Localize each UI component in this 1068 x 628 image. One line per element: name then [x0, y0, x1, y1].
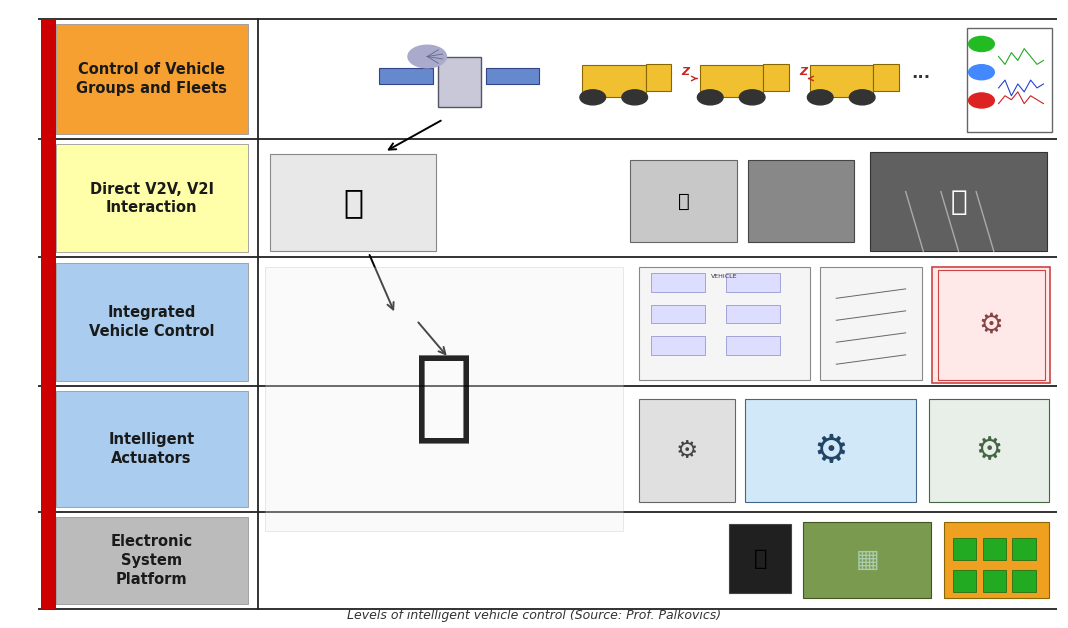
Bar [726, 336, 780, 355]
Circle shape [697, 90, 723, 105]
Bar [651, 273, 705, 292]
Bar [810, 65, 874, 97]
Text: 🔩: 🔩 [754, 549, 767, 569]
Text: 🚙: 🚙 [413, 350, 474, 447]
Bar [270, 154, 436, 251]
Bar [56, 24, 248, 134]
Bar [820, 267, 922, 380]
Text: 📡: 📡 [677, 192, 690, 210]
Bar [265, 267, 623, 531]
Text: VEHICLE: VEHICLE [711, 274, 737, 279]
Bar [379, 68, 433, 84]
Text: Integrated
Vehicle Control: Integrated Vehicle Control [89, 305, 215, 338]
Bar [486, 68, 539, 84]
Text: ⚙: ⚙ [676, 438, 697, 463]
Bar [929, 399, 1049, 502]
Text: ⚙: ⚙ [978, 311, 1004, 339]
Circle shape [969, 65, 994, 80]
Text: Levels of intelligent vehicle control (Source: Prof. Palkovics): Levels of intelligent vehicle control (S… [347, 609, 721, 622]
Bar [983, 538, 1006, 560]
Text: Control of Vehicle
Groups and Fleets: Control of Vehicle Groups and Fleets [76, 62, 227, 96]
Circle shape [739, 90, 765, 105]
Bar [56, 263, 248, 381]
Bar [56, 517, 248, 604]
Text: ⚙: ⚙ [975, 436, 1003, 465]
Text: ...: ... [911, 65, 930, 82]
Circle shape [622, 90, 647, 105]
Circle shape [969, 93, 994, 108]
Bar [967, 28, 1052, 132]
Bar [726, 273, 780, 292]
Text: Direct V2V, V2I
Interaction: Direct V2V, V2I Interaction [90, 181, 214, 215]
Bar [56, 391, 248, 507]
Text: ▦: ▦ [855, 548, 879, 572]
Bar [938, 270, 1045, 380]
Bar [438, 57, 481, 107]
Circle shape [580, 90, 606, 105]
Bar [953, 538, 976, 560]
Text: Z: Z [681, 67, 690, 77]
Bar [729, 524, 791, 593]
Bar [630, 160, 737, 242]
Bar [582, 65, 646, 97]
Bar [983, 570, 1006, 592]
Text: Z: Z [799, 67, 807, 77]
Bar [932, 267, 1050, 383]
Bar [700, 65, 764, 97]
Bar [651, 305, 705, 323]
Bar [763, 64, 788, 91]
Bar [639, 399, 735, 502]
Bar [944, 522, 1049, 598]
Bar [1012, 570, 1036, 592]
Bar [41, 19, 56, 609]
Circle shape [408, 45, 446, 68]
Bar [803, 522, 931, 598]
Bar [953, 570, 976, 592]
Bar [56, 144, 248, 252]
Bar [748, 160, 854, 242]
Circle shape [969, 36, 994, 51]
Text: 🛣: 🛣 [951, 188, 967, 215]
Circle shape [849, 90, 875, 105]
Bar [870, 152, 1047, 251]
Bar [874, 64, 898, 91]
Circle shape [807, 90, 833, 105]
Bar [639, 267, 810, 380]
Bar [726, 305, 780, 323]
Text: Electronic
System
Platform: Electronic System Platform [111, 534, 192, 587]
Text: Intelligent
Actuators: Intelligent Actuators [109, 432, 194, 466]
Text: ⚙: ⚙ [814, 431, 848, 470]
Bar [645, 64, 671, 91]
Bar [1012, 538, 1036, 560]
Bar [745, 399, 916, 502]
Text: 🚗: 🚗 [343, 186, 363, 219]
Bar [651, 336, 705, 355]
